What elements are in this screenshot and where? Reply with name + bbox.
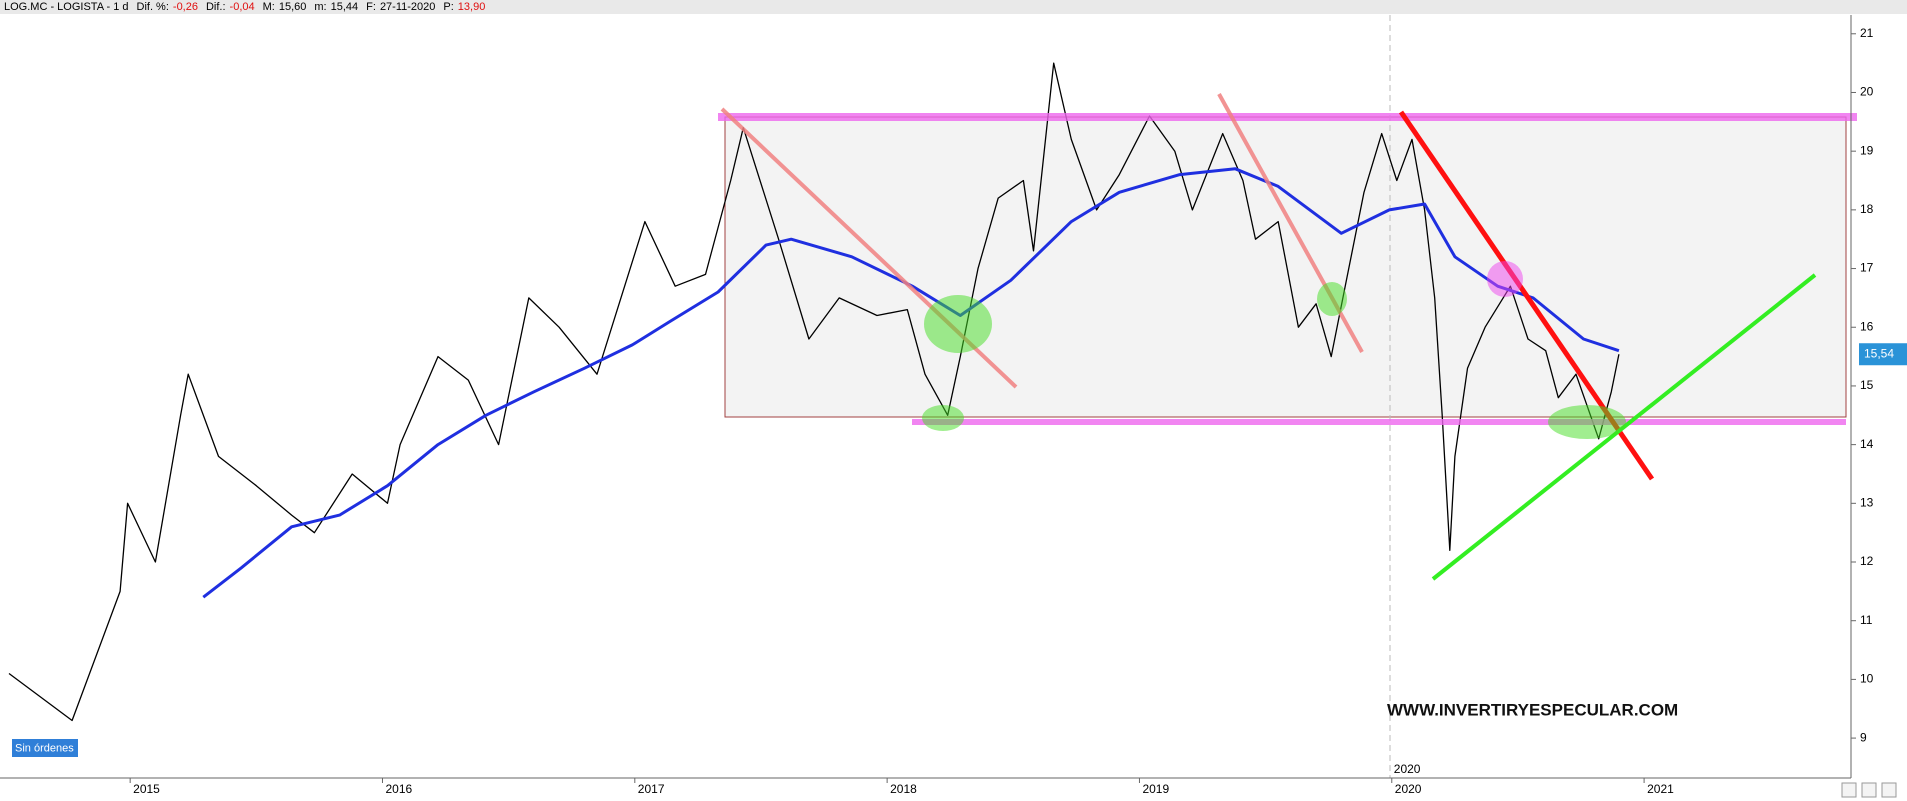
header-label: F: [366, 1, 376, 13]
y-tick-label: 20 [1860, 85, 1874, 99]
marker-label: 2020 [1394, 762, 1421, 776]
header-value: 15,60 [279, 1, 307, 13]
highlight [922, 405, 964, 431]
highlight [924, 295, 992, 353]
watermark: WWW.INVERTIRYESPECULAR.COM [1387, 700, 1678, 719]
price-tag [1859, 343, 1907, 366]
range-box [724, 116, 1847, 418]
tool-button[interactable] [1881, 782, 1897, 798]
plot [8, 62, 1620, 722]
y-tick-label: 18 [1860, 202, 1874, 216]
header-label: Dif. %: [137, 1, 169, 13]
header-label: P: [443, 1, 453, 13]
header-label: m: [314, 1, 326, 13]
x-tick-label: 2015 [133, 782, 160, 796]
header-symbol: LOG.MC - LOGISTA - 1 d [4, 1, 129, 13]
y-tick-label: 10 [1860, 672, 1874, 686]
y-tick-label: 15 [1860, 378, 1874, 392]
x-tick-label: 2016 [385, 782, 412, 796]
highlight [1317, 282, 1347, 316]
highlight [1548, 405, 1626, 439]
highlight [1487, 261, 1523, 297]
y-tick-label: 17 [1860, 261, 1874, 275]
series-line [202, 167, 1620, 599]
y-tick-label: 13 [1860, 495, 1874, 509]
header-value: -0,26 [173, 1, 198, 13]
header-value: -0,04 [230, 1, 255, 13]
header-label: M: [263, 1, 275, 13]
x-tick-label: 2017 [638, 782, 665, 796]
tool-button[interactable] [1861, 782, 1877, 798]
status: Sin órdenes [15, 742, 74, 754]
header-label: Dif.: [206, 1, 226, 13]
x-tick-label: 2020 [1395, 782, 1422, 796]
x-tick-label: 2018 [890, 782, 917, 796]
status-box [12, 739, 78, 757]
price-tag-label: 15,54 [1864, 346, 1894, 360]
y-tick-label: 14 [1860, 437, 1874, 451]
y-tick-label: 9 [1860, 730, 1867, 744]
x-tick-label: 2019 [1142, 782, 1169, 796]
header-bar [0, 0, 1907, 14]
header-value: 15,44 [331, 1, 359, 13]
y-tick-label: 16 [1860, 319, 1874, 333]
y-tick-label: 21 [1860, 26, 1874, 40]
tool-button[interactable] [1841, 782, 1857, 798]
x-tick-label: 2021 [1647, 782, 1674, 796]
header-value: 27-11-2020 [380, 1, 435, 13]
header: LOG.MC - LOGISTA - 1 d Dif. %: -0,26 Dif.: -… [4, 1, 485, 13]
header-value: 13,90 [458, 1, 486, 13]
y-tick-label: 19 [1860, 143, 1874, 157]
y-tick-label: 11 [1860, 613, 1873, 627]
y-tick-label: 12 [1860, 554, 1874, 568]
